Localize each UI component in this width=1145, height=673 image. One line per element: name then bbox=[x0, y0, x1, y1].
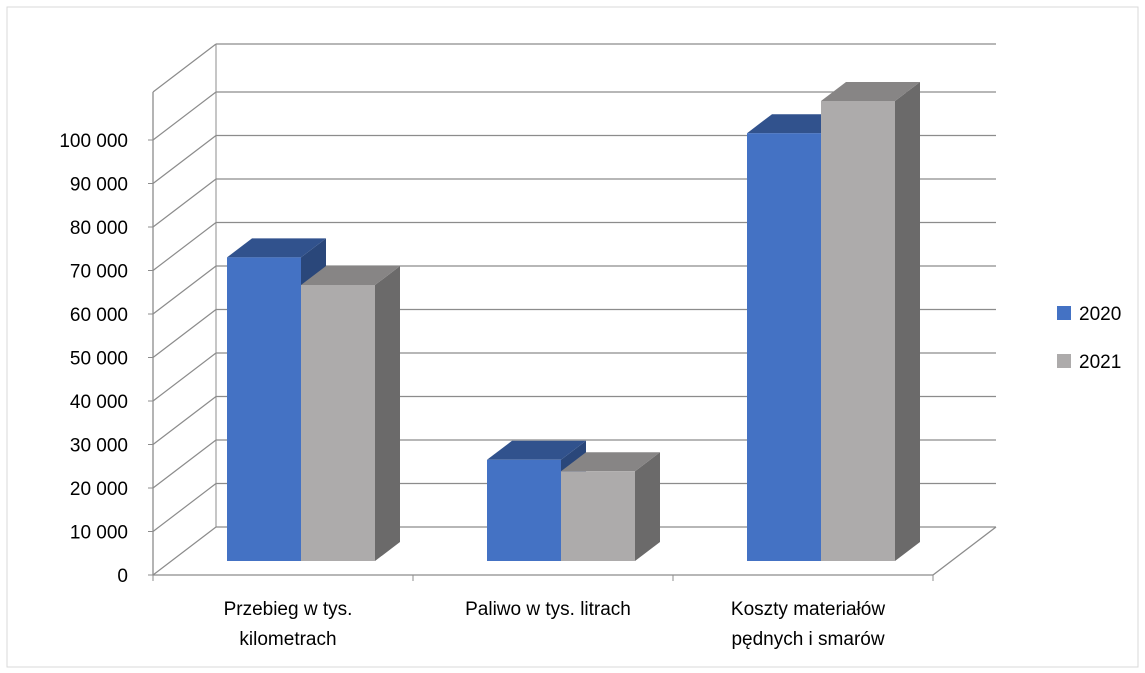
legend-swatch-2020 bbox=[1057, 306, 1071, 320]
bar-front-face bbox=[301, 285, 375, 561]
bar-side-face bbox=[895, 82, 920, 561]
legend-label-2020: 2020 bbox=[1079, 304, 1121, 325]
bar-front-face bbox=[561, 471, 635, 561]
x-category-label: Koszty materiałów bbox=[731, 599, 885, 620]
gridline-side bbox=[152, 526, 217, 576]
gridline-side bbox=[152, 91, 217, 141]
bar-2021-3 bbox=[821, 82, 920, 561]
bar-top-face bbox=[821, 82, 920, 101]
bar-side-face bbox=[635, 452, 660, 561]
y-tick-label: 60 000 bbox=[70, 305, 128, 326]
gridline-side bbox=[152, 178, 217, 228]
y-tick-label: 90 000 bbox=[70, 175, 128, 196]
axes bbox=[148, 92, 997, 581]
gridline-side-top bbox=[152, 43, 217, 93]
bar-front-face bbox=[487, 459, 561, 561]
gridline-side bbox=[152, 439, 217, 489]
y-tick-label: 100 000 bbox=[59, 131, 128, 152]
x-category-label: Przebieg w tys. bbox=[224, 599, 353, 620]
bars bbox=[227, 82, 920, 561]
bar-front-face bbox=[821, 101, 895, 561]
y-tick-label: 70 000 bbox=[70, 262, 128, 283]
legend-swatch-2021 bbox=[1057, 354, 1071, 368]
gridline-side bbox=[152, 222, 217, 271]
gridline-side bbox=[152, 396, 217, 445]
gridline-side bbox=[152, 265, 217, 315]
y-axis-tick-labels: 0 10 000 20 000 30 000 40 000 50 000 60 000 70 … bbox=[59, 131, 128, 587]
x-category-label: pędnych i smarów bbox=[731, 629, 884, 650]
y-tick-label: 30 000 bbox=[70, 436, 128, 457]
bar-front-face bbox=[747, 133, 821, 561]
y-tick-label: 50 000 bbox=[70, 349, 128, 370]
gridline-side bbox=[152, 483, 217, 532]
bar-side-face bbox=[375, 266, 400, 561]
gridline-side bbox=[152, 135, 217, 184]
x-category-label: kilometrach bbox=[239, 629, 336, 650]
bar-top-face bbox=[227, 238, 326, 258]
floor-right-edge bbox=[932, 526, 997, 576]
y-tick-label: 80 000 bbox=[70, 218, 128, 239]
bar-top-face bbox=[561, 452, 660, 472]
y-tick-label: 0 bbox=[117, 566, 128, 587]
gridline-side bbox=[152, 352, 217, 402]
legend: 2020 2021 bbox=[1057, 304, 1121, 373]
y-tick-label: 40 000 bbox=[70, 392, 128, 413]
bar-2021-1 bbox=[301, 266, 400, 561]
bar-top-face bbox=[301, 266, 400, 285]
bar-2021-2 bbox=[561, 452, 660, 561]
y-tick-label: 20 000 bbox=[70, 479, 128, 500]
chart-border bbox=[6, 6, 1139, 668]
x-axis-category-labels: Przebieg w tys. kilometrach Paliwo w tys. … bbox=[224, 599, 886, 650]
bar-front-face bbox=[227, 257, 301, 561]
bar-top-face bbox=[487, 440, 586, 460]
y-tick-label: 10 000 bbox=[70, 523, 128, 544]
gridline-side bbox=[152, 309, 217, 358]
x-category-label: Paliwo w tys. litrach bbox=[465, 599, 631, 620]
legend-label-2021: 2021 bbox=[1079, 352, 1121, 373]
